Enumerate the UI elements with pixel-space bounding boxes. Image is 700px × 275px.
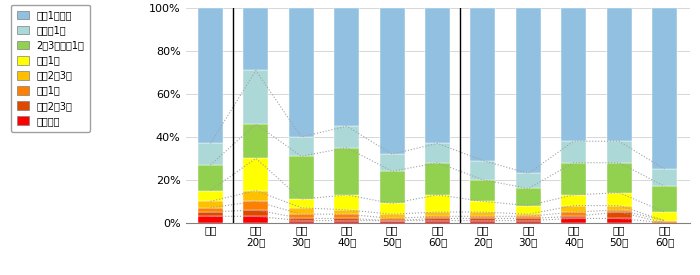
Bar: [334, 218, 359, 221]
Bar: [561, 141, 586, 163]
Bar: [289, 208, 314, 214]
Bar: [198, 208, 223, 212]
Bar: [561, 8, 586, 141]
Bar: [289, 214, 314, 218]
Bar: [425, 143, 450, 163]
Legend: 年に1回以下, 半年に1回, 2～3カ月に1回, 月に1回, 月に2～3回, 週に1回, 週に2～3回, ほぼ毎日: 年に1回以下, 半年に1回, 2～3カ月に1回, 月に1回, 月に2～3回, 週…: [11, 4, 90, 131]
Bar: [379, 154, 405, 171]
Bar: [425, 216, 450, 218]
Bar: [470, 201, 496, 212]
Bar: [425, 221, 450, 223]
Bar: [425, 212, 450, 216]
Bar: [470, 216, 496, 218]
Bar: [334, 195, 359, 210]
Bar: [379, 218, 405, 221]
Bar: [289, 221, 314, 223]
Bar: [379, 8, 405, 154]
Bar: [334, 126, 359, 148]
Bar: [379, 221, 405, 223]
Bar: [607, 8, 631, 141]
Bar: [516, 188, 541, 206]
Bar: [516, 174, 541, 188]
Bar: [334, 8, 359, 126]
Bar: [198, 165, 223, 191]
Bar: [289, 8, 314, 137]
Bar: [289, 218, 314, 221]
Bar: [198, 201, 223, 208]
Bar: [561, 218, 586, 223]
Bar: [198, 8, 223, 143]
Bar: [289, 137, 314, 156]
Bar: [470, 8, 496, 161]
Bar: [561, 163, 586, 195]
Bar: [561, 212, 586, 216]
Bar: [425, 218, 450, 221]
Bar: [379, 204, 405, 214]
Bar: [470, 218, 496, 221]
Bar: [470, 161, 496, 180]
Bar: [334, 221, 359, 223]
Bar: [379, 214, 405, 218]
Bar: [516, 218, 541, 221]
Bar: [244, 201, 268, 210]
Bar: [470, 212, 496, 216]
Bar: [425, 8, 450, 143]
Bar: [289, 199, 314, 208]
Bar: [334, 214, 359, 218]
Bar: [652, 221, 677, 223]
Bar: [607, 206, 631, 210]
Bar: [198, 143, 223, 165]
Bar: [289, 156, 314, 199]
Bar: [516, 8, 541, 174]
Bar: [652, 212, 677, 221]
Bar: [244, 8, 268, 70]
Bar: [652, 169, 677, 186]
Bar: [607, 210, 631, 212]
Bar: [244, 191, 268, 201]
Bar: [379, 171, 405, 204]
Bar: [516, 221, 541, 223]
Bar: [607, 212, 631, 218]
Bar: [244, 70, 268, 124]
Bar: [652, 8, 677, 169]
Bar: [334, 148, 359, 195]
Bar: [607, 218, 631, 223]
Bar: [244, 124, 268, 158]
Bar: [470, 180, 496, 201]
Bar: [334, 210, 359, 214]
Bar: [607, 141, 631, 163]
Bar: [561, 195, 586, 206]
Bar: [561, 216, 586, 218]
Bar: [652, 186, 677, 212]
Bar: [561, 206, 586, 212]
Bar: [516, 214, 541, 216]
Bar: [425, 163, 450, 195]
Bar: [198, 216, 223, 223]
Bar: [425, 195, 450, 212]
Bar: [607, 163, 631, 193]
Bar: [244, 216, 268, 223]
Bar: [607, 193, 631, 206]
Bar: [198, 212, 223, 216]
Bar: [244, 158, 268, 191]
Bar: [244, 210, 268, 216]
Bar: [516, 206, 541, 214]
Bar: [516, 216, 541, 218]
Bar: [198, 191, 223, 201]
Bar: [470, 221, 496, 223]
